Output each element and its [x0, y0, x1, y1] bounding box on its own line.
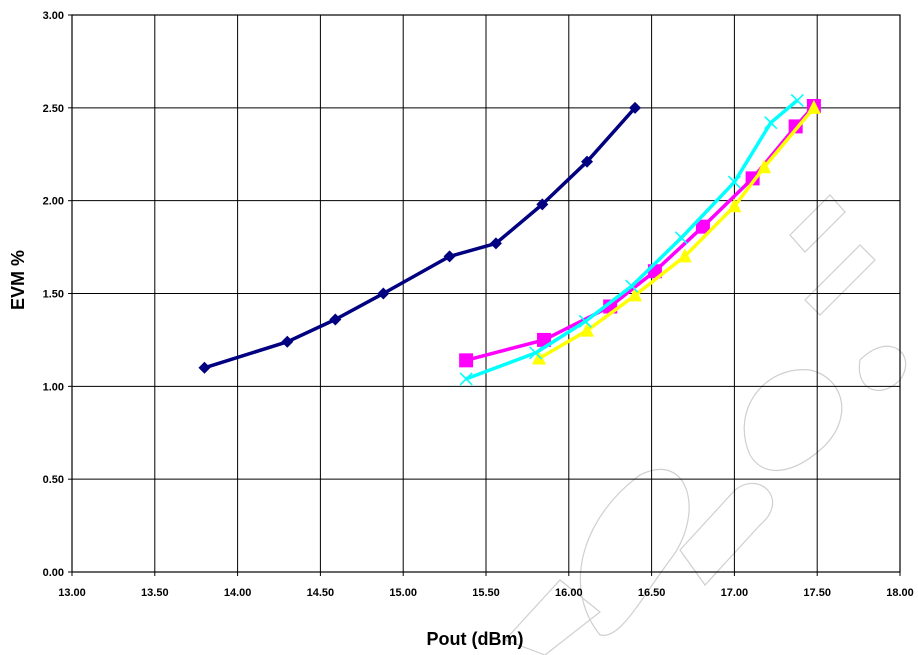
x-tick-label: 16.50 — [638, 587, 666, 599]
series-4-point — [764, 116, 778, 130]
series-4-point — [790, 93, 804, 107]
watermark — [503, 194, 907, 655]
series-1-point — [443, 250, 456, 263]
watermark-shape-5 — [858, 345, 907, 391]
watermark-shape-2 — [679, 483, 774, 586]
watermark-shape-1 — [579, 468, 690, 636]
series-2-point — [695, 219, 710, 234]
series-1-point — [329, 313, 342, 326]
series-1 — [198, 101, 642, 374]
x-tick-label: 13.50 — [141, 587, 169, 599]
series-3-point — [757, 159, 772, 174]
series-1-point — [281, 335, 294, 348]
x-tick-label: 15.50 — [472, 587, 500, 599]
series-4-point — [727, 175, 741, 189]
series-3-point — [806, 99, 821, 114]
series-2 — [459, 98, 821, 368]
watermark-shape-6 — [789, 194, 846, 253]
series-2-point — [745, 171, 760, 186]
x-tick-label: 17.00 — [721, 587, 749, 599]
grid — [68, 14, 901, 576]
y-axis-title: EVM % — [8, 250, 28, 310]
series-4 — [459, 93, 804, 386]
series-3-point — [531, 350, 546, 365]
x-tick-label: 13.00 — [58, 587, 86, 599]
series-4-point — [674, 231, 688, 245]
y-tick-label: 0.00 — [43, 567, 64, 579]
series-1-point — [377, 287, 390, 300]
y-tick-label: 3.00 — [43, 10, 64, 22]
y-tick-label: 2.50 — [43, 103, 64, 115]
series-4-point — [625, 279, 639, 293]
y-tick-label: 2.00 — [43, 196, 64, 208]
series-1-point — [629, 101, 642, 114]
x-tick-label: 17.50 — [803, 587, 831, 599]
series-1-point — [489, 237, 502, 250]
series-4-point — [529, 346, 543, 360]
y-tick-label: 0.50 — [43, 474, 64, 486]
series-4-point — [578, 314, 592, 328]
series-3-point — [677, 248, 692, 263]
series-3-point — [628, 287, 643, 302]
series-2-point — [459, 353, 474, 368]
x-tick-labels: 13.00 13.50 14.00 14.50 15.00 15.50 16.00 16.50… — [58, 587, 914, 599]
x-tick-label: 14.00 — [224, 587, 252, 599]
watermark-shape-4 — [804, 244, 876, 316]
x-tick-label: 16.00 — [555, 587, 583, 599]
series-layer — [198, 93, 821, 386]
series-1-point — [536, 198, 549, 211]
watermark-shape-3 — [743, 369, 843, 471]
series-1-point — [581, 155, 594, 168]
x-tick-label: 14.50 — [307, 587, 335, 599]
series-3 — [531, 99, 821, 365]
y-tick-label: 1.50 — [43, 289, 64, 301]
series-1-point — [198, 361, 211, 374]
series-4-point — [459, 372, 473, 386]
x-axis-title: Pout (dBm) — [427, 629, 524, 649]
y-tick-labels: 0.00 0.50 1.00 1.50 2.00 2.50 3.00 — [43, 10, 64, 579]
series-2-line — [465, 104, 816, 362]
series-3-point — [727, 198, 742, 213]
x-tick-label: 15.00 — [389, 587, 417, 599]
plot-border — [71, 14, 901, 573]
series-1-line — [203, 106, 637, 370]
watermark-shape-0 — [503, 579, 601, 655]
x-tick-label: 18.00 — [886, 587, 914, 599]
y-tick-label: 1.00 — [43, 381, 64, 393]
series-4-line — [465, 99, 799, 381]
series-3-point — [580, 322, 595, 337]
